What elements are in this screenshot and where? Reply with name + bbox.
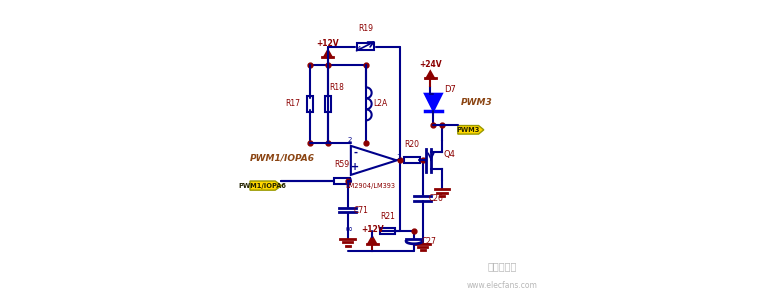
Text: -: - xyxy=(353,148,357,158)
Text: C27: C27 xyxy=(422,237,436,246)
Text: www.elecfans.com: www.elecfans.com xyxy=(467,281,537,290)
Polygon shape xyxy=(350,146,397,175)
Text: 3: 3 xyxy=(347,178,352,185)
Text: R20: R20 xyxy=(405,140,419,149)
Text: LM2904/LM393: LM2904/LM393 xyxy=(346,183,396,189)
Text: 4: 4 xyxy=(357,46,361,52)
Polygon shape xyxy=(368,237,376,244)
Text: Q4: Q4 xyxy=(443,150,455,159)
Text: R18: R18 xyxy=(330,83,344,91)
Text: PWM3: PWM3 xyxy=(456,127,480,133)
Text: +12V: +12V xyxy=(317,39,339,48)
Text: +: + xyxy=(351,162,359,172)
Bar xyxy=(380,228,395,235)
Polygon shape xyxy=(324,50,332,57)
Text: R21: R21 xyxy=(380,212,395,221)
Text: PWM1/IOPA6: PWM1/IOPA6 xyxy=(239,183,286,188)
Polygon shape xyxy=(458,126,484,134)
Text: ∞: ∞ xyxy=(344,224,353,234)
Text: L2A: L2A xyxy=(373,99,387,108)
Polygon shape xyxy=(250,181,282,190)
Text: 2: 2 xyxy=(347,137,352,143)
Text: +12V: +12V xyxy=(361,225,384,234)
Text: C26: C26 xyxy=(428,194,443,203)
Bar xyxy=(357,44,374,50)
Text: R17: R17 xyxy=(285,99,300,108)
Polygon shape xyxy=(426,72,435,79)
Text: R59: R59 xyxy=(334,160,349,169)
Text: PWM1/IOPA6: PWM1/IOPA6 xyxy=(250,154,315,163)
Bar xyxy=(306,96,313,112)
Bar xyxy=(404,157,420,163)
Text: 1: 1 xyxy=(396,154,401,160)
Text: R19: R19 xyxy=(358,24,373,33)
Bar xyxy=(325,96,331,112)
Text: C71: C71 xyxy=(354,206,368,215)
Polygon shape xyxy=(425,94,442,111)
Text: D7: D7 xyxy=(444,85,456,94)
Text: PWM3: PWM3 xyxy=(461,98,493,107)
Bar xyxy=(334,178,350,184)
Text: +24V: +24V xyxy=(419,60,442,69)
Text: 电子发烧友: 电子发烧友 xyxy=(487,262,516,272)
